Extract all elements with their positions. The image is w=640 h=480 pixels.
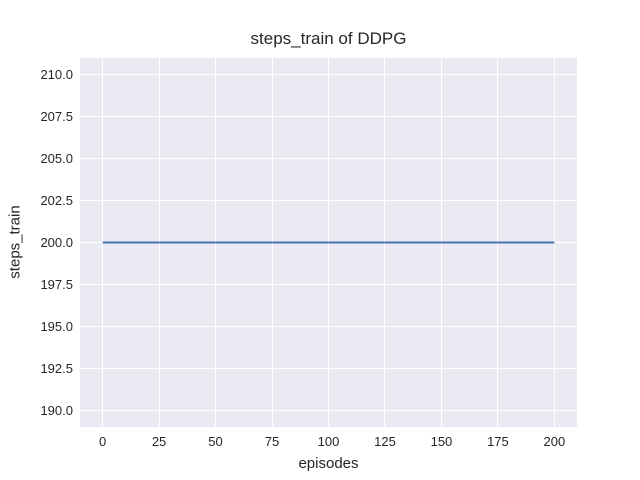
x-axis-label: episodes (298, 455, 359, 472)
y-tick-label: 202.5 (40, 193, 73, 209)
y-tick-label: 190.0 (40, 402, 73, 418)
y-tick-label: 195.0 (40, 318, 73, 334)
y-tick-label: 200.0 (40, 235, 73, 250)
grid-line-horizontal (80, 200, 577, 202)
grid-line-horizontal (80, 325, 577, 327)
x-tick-label: 50 (208, 434, 223, 449)
series-layer (102, 241, 555, 244)
x-tick-label: 175 (487, 434, 509, 449)
y-tick-label: 197.5 (40, 276, 73, 292)
y-axis-label: steps_train (6, 205, 24, 279)
x-tick-label: 125 (374, 434, 396, 449)
x-tick-label: 150 (430, 434, 453, 449)
x-tick-label: 0 (98, 434, 107, 449)
x-tick-label: 75 (264, 434, 280, 449)
grid-line-horizontal (80, 74, 577, 76)
x-tick-label: 100 (317, 434, 340, 449)
x-tick-label: 25 (151, 434, 167, 449)
y-tick-label: 210.0 (40, 67, 73, 83)
grid-line-horizontal (80, 283, 577, 285)
plot-area (80, 58, 577, 427)
grid-line-horizontal (80, 116, 577, 118)
chart-title: steps_train of DDPG (250, 29, 407, 48)
grid-line-horizontal (80, 158, 577, 160)
y-tick-label: 207.5 (40, 109, 73, 125)
grid-line-horizontal (80, 367, 577, 369)
y-tick-label: 205.0 (40, 151, 73, 167)
grid-line-horizontal (80, 409, 577, 411)
y-tick-label: 192.5 (40, 360, 73, 376)
x-tick-label: 200 (543, 434, 566, 449)
